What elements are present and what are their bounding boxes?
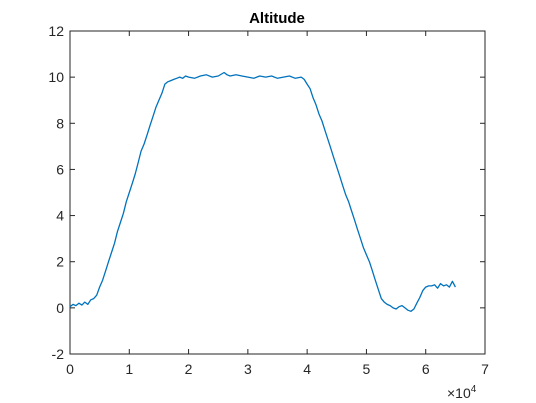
x-tick-label: 7 xyxy=(481,361,489,377)
y-tick-label: 4 xyxy=(56,208,64,224)
x-axis: 0 1 2 3 4 5 6 7 xyxy=(66,31,489,377)
y-axis: -2 0 2 4 6 8 10 12 xyxy=(48,23,485,362)
x-exponent-power: 4 xyxy=(471,384,477,395)
y-tick-label: -2 xyxy=(52,346,65,362)
x-tick-label: 0 xyxy=(66,361,74,377)
x-tick-label: 1 xyxy=(125,361,133,377)
chart-title: Altitude xyxy=(249,10,305,27)
plot-area xyxy=(69,30,486,355)
x-tick-label: 6 xyxy=(422,361,430,377)
y-tick-label: 12 xyxy=(48,23,64,39)
altitude-series-line xyxy=(69,71,456,312)
series-layer xyxy=(69,71,456,312)
y-tick-label: 0 xyxy=(56,300,64,316)
x-axis-exponent-label: ×104 xyxy=(447,384,477,401)
y-tick-label: 8 xyxy=(56,115,64,131)
x-tick-label: 5 xyxy=(363,361,371,377)
y-tick-label: 6 xyxy=(56,161,64,177)
x-exponent-base: ×10 xyxy=(447,385,471,401)
x-tick-label: 2 xyxy=(185,361,193,377)
y-tick-label: 2 xyxy=(56,254,64,270)
x-tick-label: 4 xyxy=(303,361,311,377)
y-tick-label: 10 xyxy=(48,69,64,85)
x-tick-label: 3 xyxy=(244,361,252,377)
